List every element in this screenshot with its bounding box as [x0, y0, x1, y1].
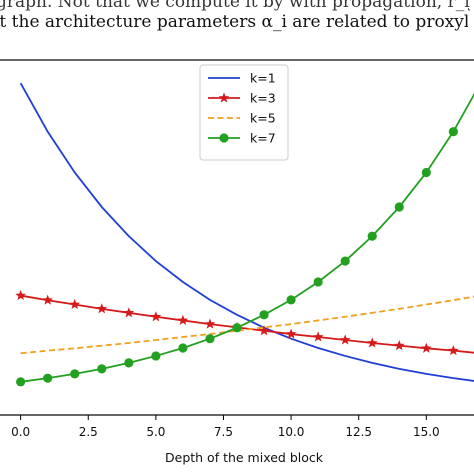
data-point	[448, 127, 458, 137]
data-point	[151, 351, 161, 361]
data-point	[285, 328, 297, 339]
x-tick-label: 0.0	[11, 425, 30, 439]
x-tick-label: 12.5	[345, 425, 372, 439]
data-point	[312, 331, 324, 342]
x-tick-label: 10.0	[278, 425, 305, 439]
data-point	[124, 358, 134, 368]
data-point	[367, 231, 377, 241]
plot-frame	[0, 59, 474, 416]
data-point	[70, 369, 80, 379]
legend-label: k=3	[250, 91, 276, 106]
series-layer	[15, 82, 474, 387]
data-point	[177, 314, 189, 325]
x-tick-label: 7.5	[214, 425, 233, 439]
data-point	[313, 277, 323, 287]
data-point	[448, 345, 459, 356]
data-point	[97, 364, 107, 374]
data-point	[16, 377, 26, 387]
data-point	[232, 323, 242, 333]
data-point	[286, 295, 296, 305]
data-point	[69, 298, 81, 310]
x-tick-label: 2.5	[79, 425, 98, 439]
data-point	[421, 167, 431, 178]
legend-label: k=1	[250, 71, 276, 86]
x-tick-label: 5.0	[146, 425, 165, 439]
data-point	[15, 289, 26, 301]
data-point	[123, 307, 135, 318]
data-point	[96, 303, 108, 314]
data-point	[393, 340, 405, 351]
legend-label: k=5	[250, 111, 276, 126]
data-point	[340, 256, 350, 266]
legend-item: k=1	[208, 71, 276, 86]
data-point	[420, 342, 432, 353]
data-point	[394, 202, 404, 212]
series-k-7	[16, 92, 474, 387]
data-point	[366, 337, 378, 348]
paper-text-line-2: ıt the architecture parameters α_i are r…	[0, 12, 468, 32]
legend: k=1 k=3 k=5 k=7	[199, 64, 289, 161]
series-line	[20, 294, 474, 354]
paper-text-line-1: graph. Not that we compute it by with pr…	[0, 0, 470, 12]
data-point	[258, 325, 270, 336]
data-point	[205, 334, 215, 344]
series-k-5	[20, 295, 474, 355]
legend-item: k=3	[208, 91, 276, 106]
data-point	[42, 294, 54, 305]
x-axis-title: Depth of the mixed block	[165, 450, 324, 465]
data-point	[150, 311, 162, 322]
legend-marker	[219, 133, 229, 143]
series-line	[20, 295, 474, 355]
data-point	[178, 343, 188, 353]
x-tick-label: 15.0	[413, 425, 440, 439]
legend-item: k=7	[208, 131, 276, 146]
legend-label: k=7	[250, 131, 276, 146]
data-point	[259, 310, 269, 320]
data-point	[43, 373, 53, 383]
data-point	[339, 334, 351, 345]
legend-marker	[218, 92, 230, 103]
legend-item: k=5	[208, 111, 276, 126]
data-point	[204, 318, 216, 329]
x-axis-ticks: 0.02.55.07.510.012.515.01	[11, 415, 440, 439]
